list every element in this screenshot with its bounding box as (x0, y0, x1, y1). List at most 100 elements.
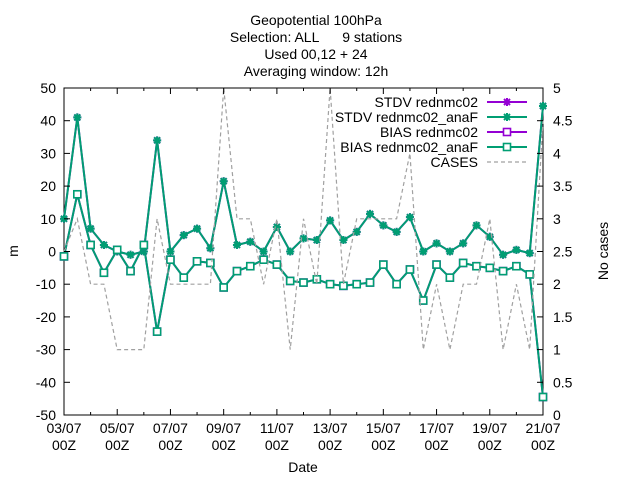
data-point (286, 247, 295, 256)
data-point (86, 224, 95, 233)
data-point (512, 245, 521, 254)
data-point (126, 266, 135, 276)
data-point (166, 247, 175, 256)
data-point (379, 221, 388, 230)
plot-area (59, 87, 548, 416)
legend-entry: STDV rednmc02_anaF (335, 109, 527, 125)
y-tick-label: -20 (36, 309, 56, 325)
data-point (432, 260, 441, 269)
title-line-1: Geopotential 100hPa (250, 12, 382, 28)
data-point (485, 263, 495, 273)
x-tick-label-date: 09/07 (206, 420, 241, 436)
x-tick-label-hour: 00Z (371, 437, 396, 453)
data-point (126, 250, 135, 259)
data-point (485, 232, 494, 241)
y2-tick-label: 0.5 (553, 374, 573, 390)
y-axis-label: m (5, 245, 21, 257)
data-point (472, 261, 481, 271)
legend-entry: BIAS rednmc02 (380, 124, 527, 140)
data-point (272, 260, 282, 269)
data-point (445, 273, 455, 282)
legend-marker (502, 127, 512, 137)
data-point (525, 249, 534, 258)
data-point (245, 261, 255, 271)
y-tick-label: -40 (36, 374, 56, 390)
y-tick-label: 0 (48, 244, 56, 260)
data-point (445, 247, 454, 256)
y2-axis-label: No cases (595, 222, 611, 280)
data-point (59, 252, 69, 261)
legend-marker (503, 98, 511, 106)
data-point (232, 266, 242, 276)
y-tick-label: 20 (40, 178, 56, 194)
data-point (206, 244, 215, 253)
y2-tick-label: 3.5 (553, 178, 573, 194)
legend-marker (503, 113, 511, 121)
x-tick-label-date: 07/07 (153, 420, 188, 436)
data-point (285, 276, 295, 286)
y2-tick-label: 1.5 (553, 309, 573, 325)
y-tick-label: 30 (40, 145, 56, 161)
data-point (193, 224, 202, 233)
data-point (166, 255, 175, 264)
data-point (272, 222, 281, 231)
x-tick-label-hour: 00Z (158, 437, 183, 453)
data-point (472, 221, 481, 230)
y-axis-ticks: -50 -40 -30 -20 -10 0 10 20 30 40 50 (36, 80, 70, 423)
x-tick-label-hour: 00Z (318, 437, 343, 453)
x-tick-label-hour: 00Z (52, 437, 77, 453)
y-tick-label: 10 (40, 211, 56, 227)
data-point (539, 101, 547, 110)
x-tick-label-hour: 00Z (105, 437, 130, 453)
x-tick-label-hour: 00Z (424, 437, 449, 453)
x-axis-label: Date (288, 459, 318, 475)
data-point (339, 236, 348, 245)
data-point (499, 250, 508, 259)
data-point (366, 209, 375, 218)
legend-label: STDV rednmc02 (375, 94, 479, 110)
y2-tick-label: 4 (553, 145, 561, 161)
y2-tick-label: 0 (553, 407, 561, 423)
data-point (299, 278, 308, 287)
y2-tick-label: 5 (553, 80, 561, 96)
legend-label: STDV rednmc02_anaF (335, 109, 478, 125)
legend-label: CASES (431, 154, 478, 170)
data-point (152, 327, 162, 336)
data-point (538, 392, 548, 402)
series-line (63, 87, 544, 351)
title-line-2: Selection: ALL 9 stations (230, 29, 402, 45)
data-point (246, 237, 255, 246)
y2-tick-label: 2.5 (553, 244, 573, 260)
x-tick-label-date: 15/07 (366, 420, 401, 436)
data-point (139, 240, 149, 250)
data-point (459, 239, 468, 248)
data-point (153, 136, 162, 145)
data-point (458, 258, 468, 268)
x-tick-label-date: 17/07 (419, 420, 454, 436)
legend-label: BIAS rednmc02 (380, 124, 478, 140)
title-line-3: Used 00,12 + 24 (264, 46, 367, 62)
data-point (379, 260, 388, 269)
data-point (352, 227, 361, 236)
data-point (525, 270, 534, 279)
y-tick-label: -50 (36, 407, 56, 423)
x-tick-label-hour: 00Z (478, 437, 503, 453)
legend-entry: CASES (431, 154, 527, 170)
y-tick-label: -30 (36, 342, 56, 358)
data-point (418, 296, 428, 305)
data-point (206, 258, 215, 268)
y2-tick-label: 2 (553, 276, 561, 292)
data-point (99, 240, 108, 249)
data-point (219, 177, 228, 186)
y2-tick-label: 1 (553, 342, 561, 358)
x-tick-label-date: 11/07 (260, 420, 294, 436)
data-point (112, 245, 122, 255)
x-tick-label-hour: 00Z (212, 437, 237, 453)
title-line-4: Averaging window: 12h (244, 63, 389, 79)
y-tick-label: 40 (40, 113, 56, 129)
data-point (86, 240, 95, 250)
legend-marker (502, 142, 512, 152)
legend-label: BIAS rednmc02_anaF (340, 139, 478, 155)
x-tick-label-date: 03/07 (46, 420, 81, 436)
